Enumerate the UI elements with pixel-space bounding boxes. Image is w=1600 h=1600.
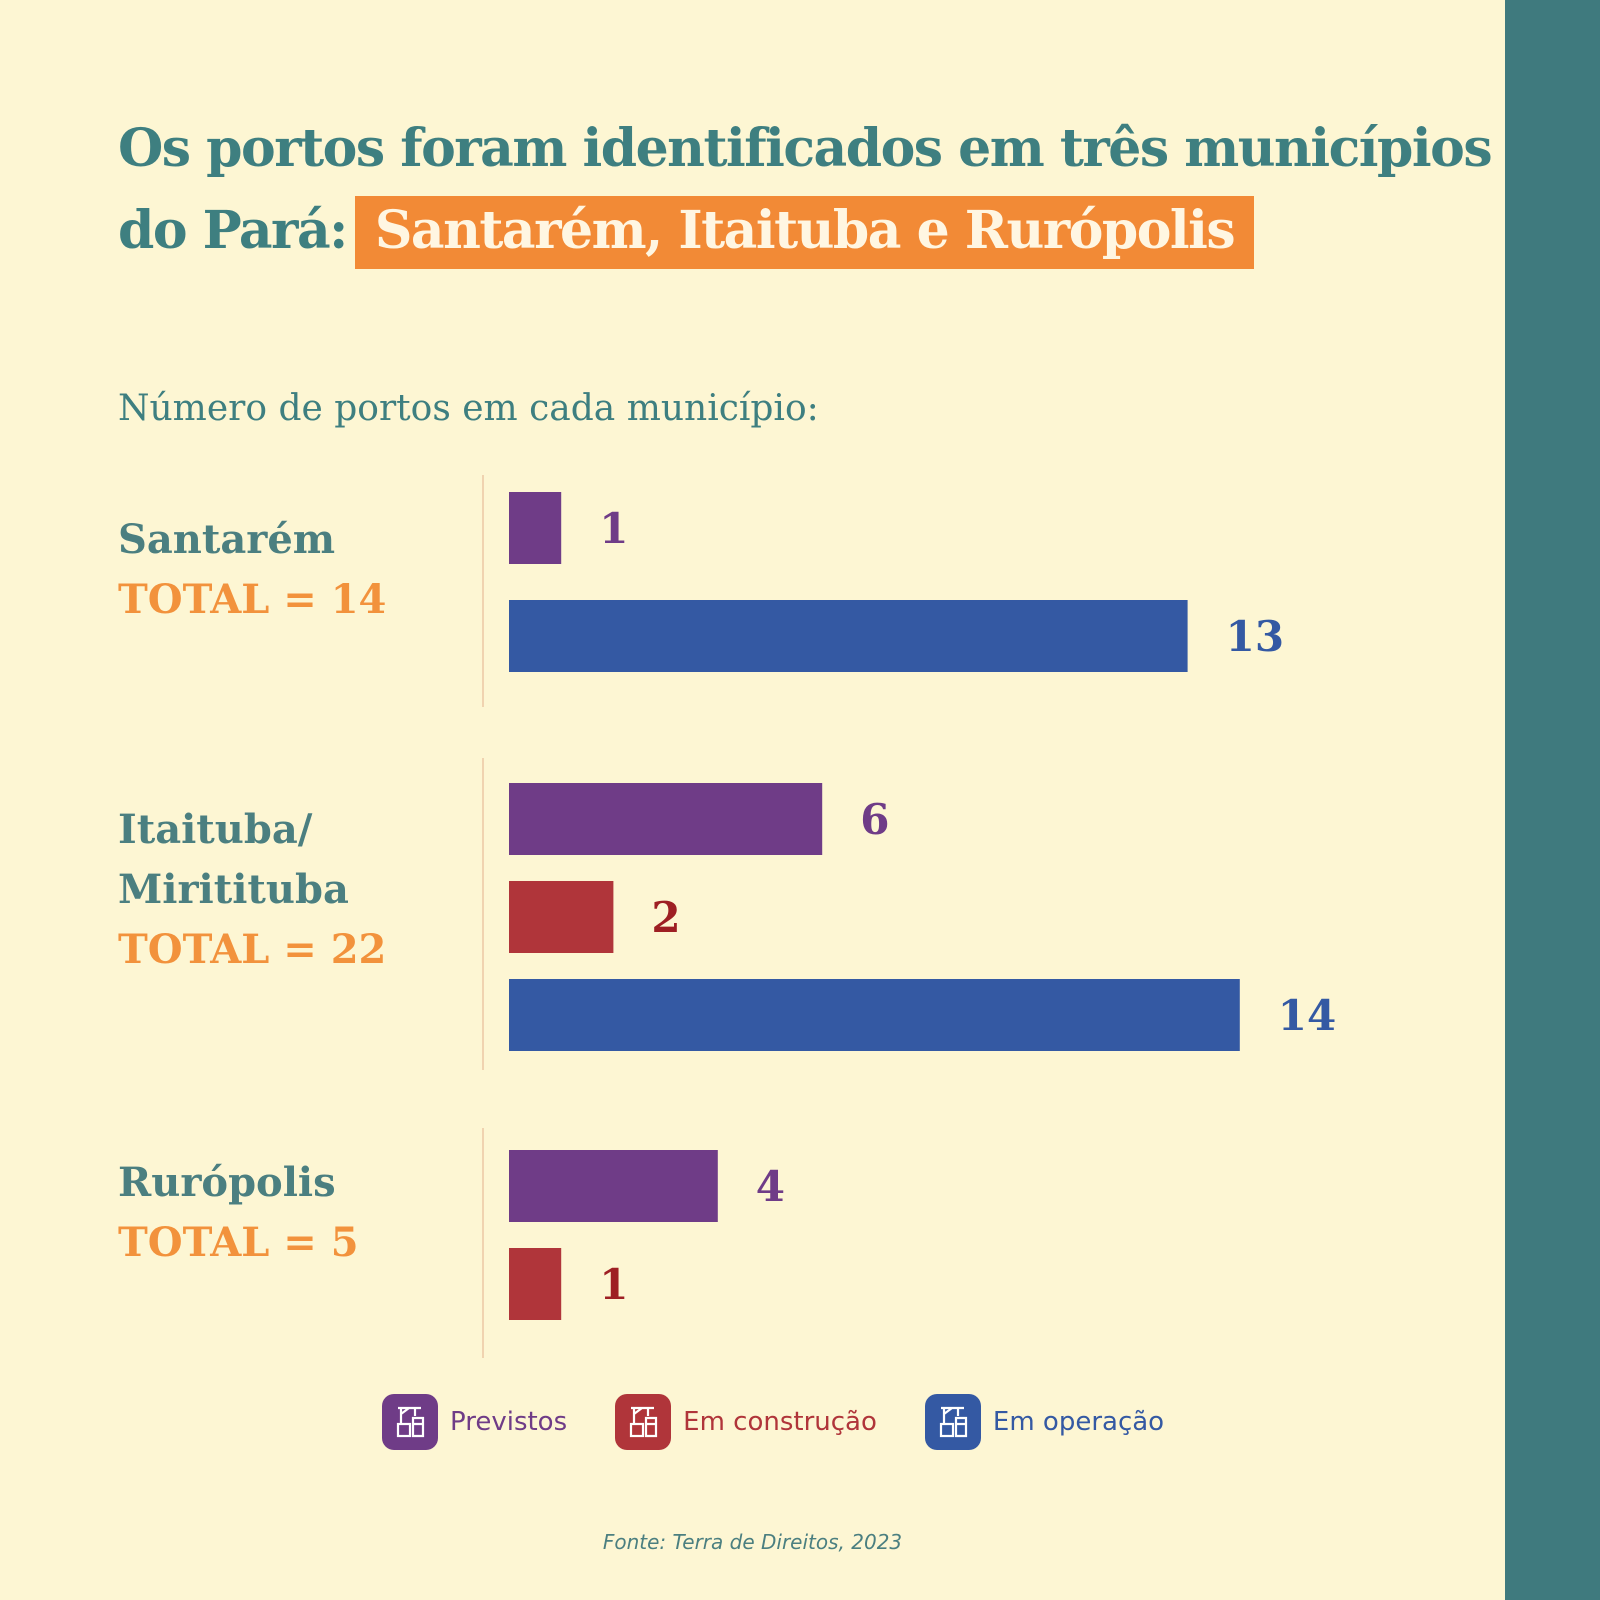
legend-label: Em construção	[683, 1407, 877, 1437]
group-name: Santarém	[118, 516, 336, 563]
bar-value-label: 13	[1226, 612, 1284, 661]
group-name: Rurópolis	[118, 1159, 336, 1206]
group-axis-line	[482, 475, 484, 707]
title-line-1: Os portos foram identificados em três mu…	[118, 118, 1493, 179]
bar-previstos	[509, 492, 562, 564]
bar-em-opera-o	[509, 979, 1240, 1051]
source-note: Fonte: Terra de Direitos, 2023	[602, 1530, 903, 1554]
legend-item-previstos: Previstos	[382, 1394, 567, 1450]
bar-value-label: 4	[756, 1162, 785, 1211]
group-total: TOTAL = 5	[118, 1219, 359, 1266]
group-total: TOTAL = 14	[118, 576, 387, 623]
legend-label: Em operação	[992, 1407, 1165, 1437]
bar-value-label: 1	[599, 504, 628, 553]
legend: Previstos Em construção Em operação	[382, 1394, 1212, 1450]
legend-item-em-construcao: Em construção	[615, 1394, 877, 1450]
port-crane-icon	[924, 1394, 981, 1450]
group-name-line-1: Itaituba/	[118, 806, 313, 853]
bar-em-constru-o	[509, 881, 614, 953]
bar-em-opera-o	[509, 600, 1188, 672]
side-strip	[1505, 0, 1600, 1600]
port-crane-icon	[615, 1394, 672, 1450]
bar-value-label: 6	[860, 795, 889, 844]
group-label-itaituba: Itaituba/ Miritituba TOTAL = 22	[118, 800, 386, 980]
group-label-santarem: Santarém TOTAL = 14	[118, 510, 386, 630]
page-title: Os portos foram identificados em três mu…	[118, 108, 1498, 272]
group-axis-line	[482, 1128, 484, 1358]
title-line-2: do Pará: Santarém, Itaituba e Rurópolis	[118, 190, 1498, 272]
bar-value-label: 14	[1278, 991, 1336, 1040]
bar-previstos	[509, 783, 823, 855]
group-axis-line	[482, 758, 484, 1070]
group-total: TOTAL = 22	[118, 926, 387, 973]
port-crane-icon	[382, 1394, 438, 1450]
chart-subtitle: Número de portos em cada município:	[118, 388, 819, 429]
group-name-line-2: Miritituba	[118, 866, 349, 913]
title-prefix: do Pará:	[118, 200, 348, 261]
title-highlight: Santarém, Itaituba e Rurópolis	[354, 196, 1255, 269]
bar-previstos	[509, 1150, 718, 1222]
bar-chart: 1 13 6 2 14 4 1	[509, 492, 1336, 1320]
bar-value-label: 2	[651, 893, 680, 942]
legend-item-em-operacao: Em operação	[924, 1394, 1165, 1450]
bar-value-label: 1	[599, 1260, 628, 1309]
group-label-ruropolis: Rurópolis TOTAL = 5	[118, 1153, 359, 1273]
legend-label: Previstos	[450, 1407, 568, 1437]
bar-em-constru-o	[509, 1248, 562, 1320]
